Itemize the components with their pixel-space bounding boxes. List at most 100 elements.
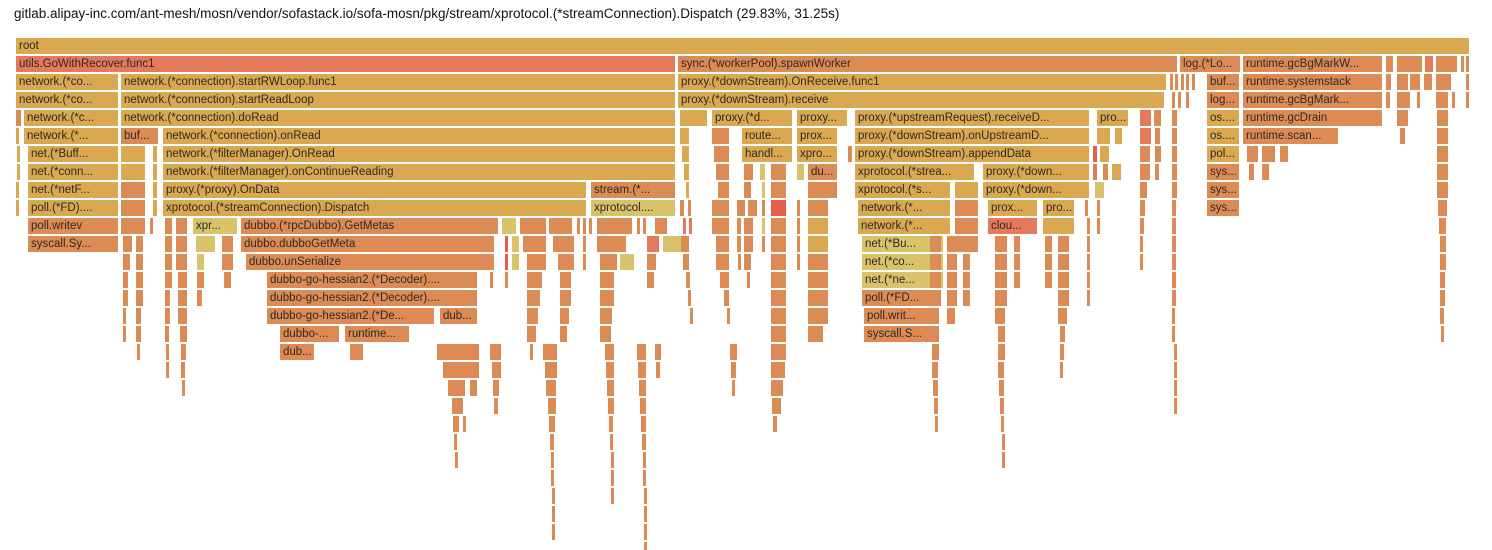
flame-frame-sliver[interactable] — [1247, 146, 1258, 162]
flame-frame-sliver[interactable] — [760, 164, 765, 180]
flame-frame-sliver[interactable] — [1172, 218, 1176, 234]
flame-frame[interactable]: network.(*connection).onRead — [163, 128, 675, 144]
flame-frame[interactable]: proxy.(*upstreamRequest).receiveD... — [855, 110, 1089, 126]
flame-frame-sliver[interactable] — [641, 416, 646, 432]
flame-frame-sliver[interactable] — [771, 308, 786, 324]
flame-frame-sliver[interactable] — [762, 200, 765, 216]
flame-frame-sliver[interactable] — [647, 254, 656, 270]
flame-frame-sliver[interactable] — [797, 200, 800, 216]
flame-frame-sliver[interactable] — [995, 254, 1007, 270]
flame-frame-sliver[interactable] — [1045, 272, 1052, 288]
flame-frame-sliver[interactable] — [16, 182, 19, 198]
flame-frame-sliver[interactable] — [771, 326, 786, 342]
flame-frame-sliver[interactable] — [1172, 110, 1177, 126]
flame-frame-sliver[interactable] — [520, 218, 546, 234]
flame-frame-sliver[interactable] — [546, 380, 556, 396]
flame-frame-sliver[interactable] — [545, 362, 557, 378]
flame-frame-sliver[interactable] — [808, 254, 828, 270]
flame-frame-sliver[interactable] — [683, 254, 689, 270]
flame-frame-sliver[interactable] — [808, 290, 828, 306]
flame-frame-sliver[interactable] — [1097, 200, 1100, 216]
flame-frame-sliver[interactable] — [797, 218, 800, 234]
flame-frame-sliver[interactable] — [797, 164, 804, 180]
flame-frame-sliver[interactable] — [647, 272, 654, 288]
flame-frame-sliver[interactable] — [502, 218, 516, 234]
flame-frame-sliver[interactable] — [1174, 398, 1177, 414]
flame-frame-sliver[interactable] — [1002, 452, 1005, 468]
flame-frame-sliver[interactable] — [505, 254, 508, 270]
flame-frame-sliver[interactable] — [1140, 146, 1150, 162]
flame-frame-sliver[interactable] — [583, 236, 586, 252]
flame-frame-sliver[interactable] — [1386, 74, 1391, 90]
flame-frame-sliver[interactable] — [153, 182, 157, 198]
flame-frame-sliver[interactable] — [180, 326, 187, 342]
flame-frame-sliver[interactable] — [1249, 164, 1254, 180]
flame-frame-sliver[interactable] — [600, 272, 614, 288]
flame-frame-sliver[interactable] — [995, 272, 1007, 288]
flame-frame-sliver[interactable] — [1043, 218, 1074, 234]
flame-frame-sliver[interactable] — [1140, 110, 1151, 126]
flame-frame-sliver[interactable] — [744, 218, 753, 234]
flame-frame-sliver[interactable] — [718, 182, 729, 198]
flame-frame-sliver[interactable] — [121, 164, 145, 180]
flame-frame-sliver[interactable] — [771, 272, 786, 288]
flame-frame-sliver[interactable] — [1437, 146, 1448, 162]
flame-frame-sliver[interactable] — [640, 398, 646, 414]
flame-frame-sliver[interactable] — [744, 254, 751, 270]
flame-frame-sliver[interactable] — [1140, 200, 1145, 216]
flame-frame-sliver[interactable] — [1437, 182, 1448, 198]
flame-frame-sliver[interactable] — [1155, 146, 1161, 162]
flame-frame-sliver[interactable] — [1437, 164, 1448, 180]
flame-frame-sliver[interactable] — [611, 488, 614, 504]
flame-frame-sliver[interactable] — [644, 488, 647, 504]
flame-frame-sliver[interactable] — [643, 470, 646, 486]
flame-frame-sliver[interactable] — [1466, 56, 1469, 72]
flame-frame[interactable]: net.(*conn... — [28, 164, 118, 180]
flame-frame-sliver[interactable] — [523, 236, 546, 252]
flame-frame-sliver[interactable] — [771, 344, 786, 360]
flame-frame-sliver[interactable] — [560, 326, 567, 342]
flame-frame-sliver[interactable] — [197, 254, 204, 270]
flame-frame-sliver[interactable] — [16, 110, 21, 126]
flame-frame-sliver[interactable] — [998, 362, 1004, 378]
flame-frame-sliver[interactable] — [963, 254, 970, 270]
flame-frame-sliver[interactable] — [453, 416, 459, 432]
flame-frame[interactable]: du... — [808, 164, 837, 180]
flame-frame-sliver[interactable] — [933, 380, 938, 396]
flame-frame-sliver[interactable] — [121, 200, 145, 216]
flame-frame-sliver[interactable] — [1172, 92, 1175, 108]
flame-frame-sliver[interactable] — [655, 344, 661, 360]
flame-frame-sliver[interactable] — [1172, 200, 1176, 216]
flame-frame-sliver[interactable] — [1466, 74, 1469, 90]
flame-frame-sliver[interactable] — [1440, 272, 1445, 288]
flame-frame-sliver[interactable] — [1386, 92, 1390, 108]
flame-frame-sliver[interactable] — [644, 506, 647, 522]
flame-frame-sliver[interactable] — [165, 290, 170, 306]
flame-frame[interactable]: proxy.(*down... — [983, 182, 1089, 198]
flame-frame-sliver[interactable] — [1058, 236, 1069, 252]
flame-frame-sliver[interactable] — [1386, 56, 1393, 72]
flame-frame-sliver[interactable] — [1058, 254, 1069, 270]
flame-frame[interactable]: poll.writev — [28, 218, 118, 234]
flame-frame-sliver[interactable] — [176, 236, 187, 252]
flame-frame-sliver[interactable] — [737, 218, 741, 234]
flame-frame[interactable]: stream.(*... — [591, 182, 675, 198]
flame-frame-sliver[interactable] — [620, 254, 634, 270]
flame-frame-sliver[interactable] — [505, 236, 508, 252]
flame-frame-sliver[interactable] — [995, 290, 1007, 306]
flame-frame-sliver[interactable] — [136, 308, 141, 324]
flame-frame-sliver[interactable] — [490, 272, 493, 288]
flame-frame[interactable]: net.(*co... — [862, 254, 943, 270]
flame-frame-sliver[interactable] — [577, 218, 580, 234]
flame-frame[interactable]: runtime.gcBgMarkW... — [1243, 56, 1382, 72]
flame-frame-sliver[interactable] — [605, 344, 614, 360]
flame-frame-sliver[interactable] — [463, 416, 466, 432]
flame-frame-sliver[interactable] — [724, 290, 729, 306]
flame-frame-sliver[interactable] — [1100, 146, 1109, 162]
flame-frame-sliver[interactable] — [470, 380, 477, 396]
flame-frame-sliver[interactable] — [771, 380, 783, 396]
flame-frame-sliver[interactable] — [947, 236, 957, 252]
flame-frame-sliver[interactable] — [583, 218, 586, 234]
flame-frame[interactable]: proxy.(*down... — [983, 164, 1089, 180]
